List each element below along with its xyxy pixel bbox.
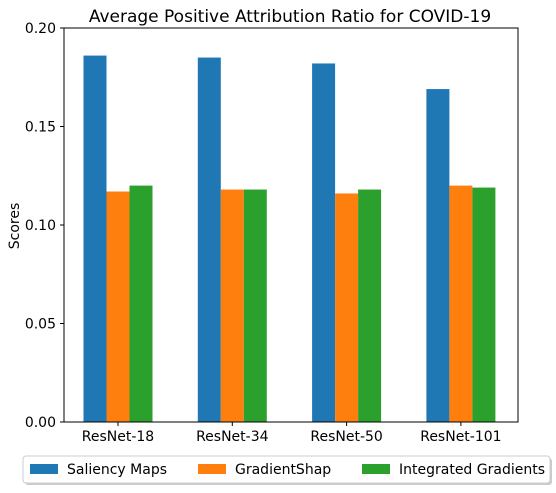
y-tick-label: 0.10 [25, 218, 56, 234]
legend-swatch [362, 464, 390, 474]
legend-frame [22, 455, 551, 484]
y-axis-label: Scores [7, 203, 23, 250]
legend-label: GradientShap [235, 462, 331, 478]
bar-saliency-maps-resnet-101 [426, 89, 450, 422]
x-tick-label: ResNet-101 [420, 429, 501, 445]
legend-label: Integrated Gradients [399, 462, 545, 478]
y-tick-label: 0.15 [25, 120, 56, 136]
bar-integrated-gradients-resnet-18 [129, 185, 153, 422]
legend-swatch [30, 464, 58, 474]
plot-area: 0.00 0.05 0.10 0.15 0.20 ResNet-18 ResNet-34 Re… [25, 21, 519, 445]
bar-integrated-gradients-resnet-101 [472, 187, 496, 422]
bar-gradientshap-resnet-50 [335, 193, 359, 422]
bar-saliency-maps-resnet-18 [83, 55, 107, 422]
bar-integrated-gradients-resnet-50 [358, 189, 382, 422]
legend-swatch [198, 464, 226, 474]
legend: Saliency Maps GradientShap Integrated Grad… [22, 455, 552, 485]
legend-label: Saliency Maps [67, 462, 167, 478]
x-tick-label: ResNet-18 [82, 429, 154, 445]
chart-title: Average Positive Attribution Ratio for C… [89, 7, 491, 27]
y-tick-label: 0.20 [25, 21, 56, 37]
bar-gradientshap-resnet-18 [106, 191, 130, 422]
bar-saliency-maps-resnet-34 [197, 57, 221, 423]
bar-saliency-maps-resnet-50 [312, 63, 336, 423]
y-tick-label: 0.05 [25, 317, 56, 333]
bar-gradientshap-resnet-101 [449, 185, 473, 422]
bar-integrated-gradients-resnet-34 [243, 189, 267, 422]
x-tick-label: ResNet-34 [196, 429, 269, 445]
y-tick-label: 0.00 [25, 415, 56, 431]
x-tick-label: ResNet-50 [310, 429, 382, 445]
bar-gradientshap-resnet-34 [220, 189, 244, 422]
